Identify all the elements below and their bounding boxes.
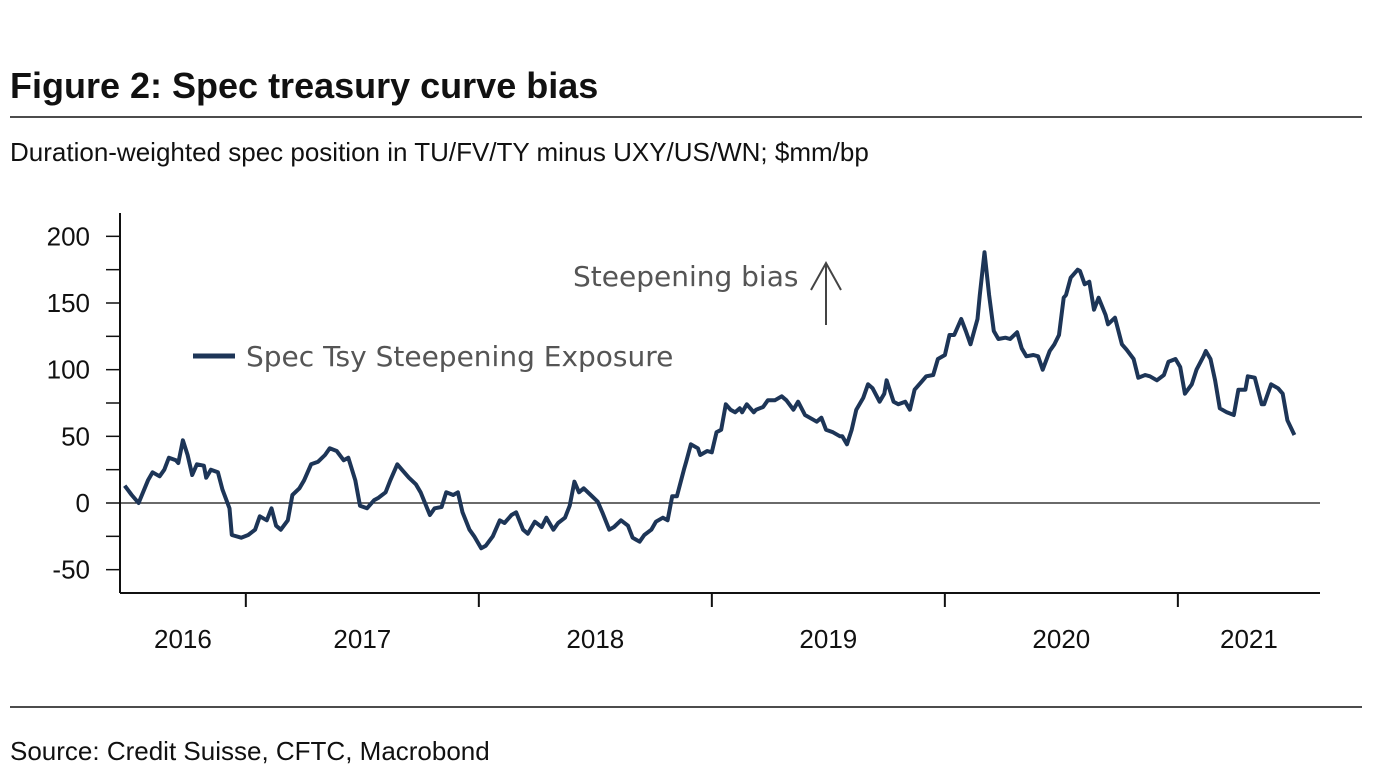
x-tick-label: 2020 — [1032, 624, 1090, 654]
subtitle: Duration-weighted spec position in TU/FV… — [10, 137, 869, 167]
y-tick-label: 0 — [76, 488, 90, 518]
x-tick-label: 2017 — [333, 624, 391, 654]
y-tick-label: 50 — [61, 421, 90, 451]
y-tick-label: 150 — [47, 288, 90, 318]
annotation: Steepening bias — [573, 260, 798, 293]
x-tick-label: 2019 — [799, 624, 857, 654]
source: Source: Credit Suisse, CFTC, Macrobond — [10, 736, 490, 766]
series-line — [123, 250, 1297, 551]
y-tick-label: 200 — [47, 221, 90, 251]
x-tick-label: 2016 — [154, 624, 212, 654]
x-tick-label: 2018 — [566, 624, 624, 654]
annotation-arrow — [810, 260, 842, 325]
y-tick-label: 100 — [47, 355, 90, 385]
chart-title: Figure 2: Spec treasury curve bias — [10, 65, 598, 106]
legend-label: Spec Tsy Steepening Exposure — [246, 340, 673, 373]
y-tick-label: -50 — [52, 555, 90, 585]
x-tick-label: 2021 — [1220, 624, 1278, 654]
